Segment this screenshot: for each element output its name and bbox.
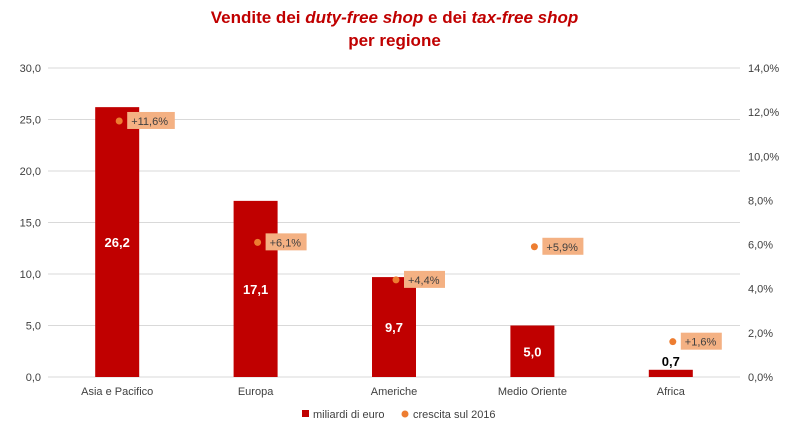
x-tick-label: Africa <box>657 386 686 398</box>
growth-label: +6,1% <box>270 237 302 249</box>
bar-value-label: 0,7 <box>662 354 680 369</box>
x-tick-label: Medio Oriente <box>498 386 567 398</box>
title-text-2: e dei <box>423 8 472 27</box>
growth-point <box>392 276 400 284</box>
y-right-tick-label: 8,0% <box>748 195 773 207</box>
title-text-tax-free: tax-free shop <box>471 8 579 27</box>
y-left-tick-label: 5,0 <box>26 321 41 333</box>
growth-label-box <box>680 332 722 350</box>
legend-label-growth: crescita sul 2016 <box>413 409 496 421</box>
x-tick-label: Europa <box>238 386 274 398</box>
y-right-tick-label: 14,0% <box>748 63 779 75</box>
y-left-tick-label: 15,0 <box>20 218 41 230</box>
growth-point <box>115 117 123 125</box>
growth-label: +5,9% <box>546 242 578 254</box>
growth-label: +1,6% <box>685 337 717 349</box>
growth-point <box>530 243 538 251</box>
y-left-tick-label: 30,0 <box>20 63 41 75</box>
legend-swatch-growth <box>401 410 409 418</box>
growth-label: +4,4% <box>408 275 440 287</box>
y-right-tick-label: 4,0% <box>748 284 773 296</box>
y-left-tick-label: 10,0 <box>20 269 41 281</box>
bar <box>648 369 693 377</box>
y-right-tick-label: 6,0% <box>748 240 773 252</box>
legend-swatch-bars <box>302 410 309 417</box>
title-text-1: Vendite dei <box>210 8 306 27</box>
bar <box>95 107 140 377</box>
y-right-tick-label: 0,0% <box>748 372 773 384</box>
growth-label-box <box>265 233 307 251</box>
y-left-tick-label: 25,0 <box>20 115 41 127</box>
growth-label: +11,6% <box>131 116 168 128</box>
y-left-tick-label: 0,0 <box>26 372 41 384</box>
growth-label-box <box>542 237 584 255</box>
bar <box>233 200 278 377</box>
bar-value-label: 26,2 <box>105 235 130 250</box>
growth-point <box>254 238 262 246</box>
growth-label-box <box>127 111 175 129</box>
y-right-tick-label: 12,0% <box>748 107 779 119</box>
y-right-tick-label: 10,0% <box>748 151 779 163</box>
x-tick-label: Asia e Pacifico <box>81 386 153 398</box>
title-text-duty-free: duty-free shop <box>305 8 424 27</box>
y-left-tick-label: 20,0 <box>20 166 41 178</box>
bar <box>372 277 416 377</box>
chart-title-line1: Vendite dei duty-free shop e dei tax-fre… <box>0 8 789 28</box>
growth-point <box>669 338 677 346</box>
growth-label-box <box>404 270 445 288</box>
bar-value-label: 5,0 <box>523 344 541 359</box>
bar-value-label: 17,1 <box>243 282 268 297</box>
bar <box>510 325 555 377</box>
x-tick-label: Americhe <box>371 386 417 398</box>
y-right-tick-label: 2,0% <box>748 328 773 340</box>
chart-title-line2: per regione <box>348 31 441 50</box>
legend-label-bars: miliardi di euro <box>313 409 385 421</box>
bar-value-label: 9,7 <box>385 320 403 335</box>
